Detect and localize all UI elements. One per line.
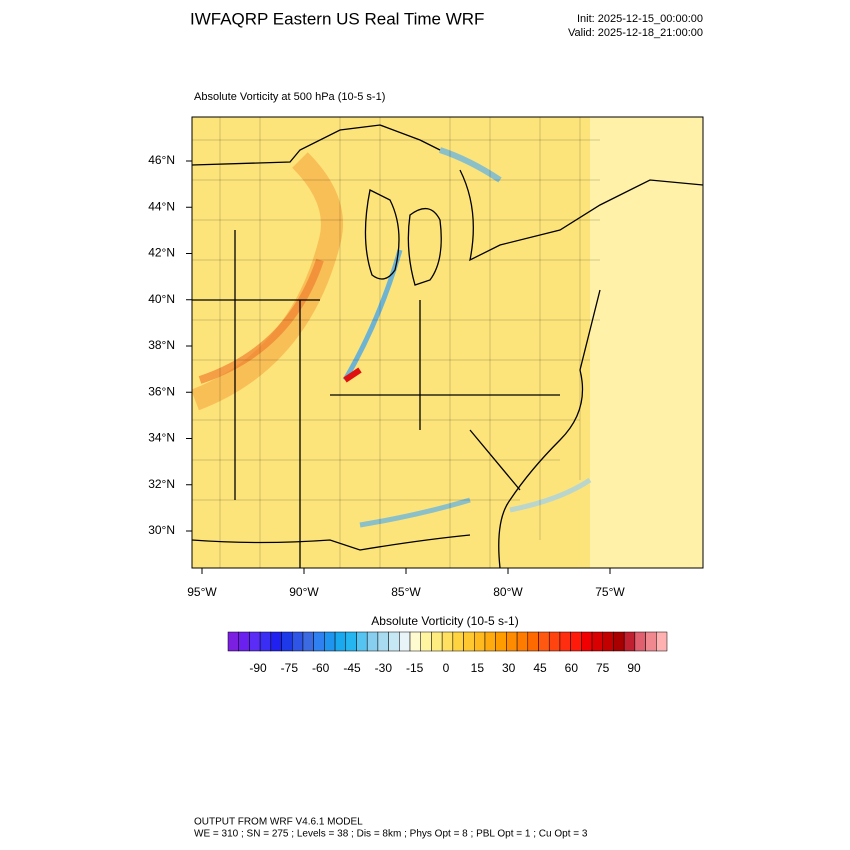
colorbar-swatch xyxy=(431,631,443,652)
vorticity-band xyxy=(342,249,403,382)
colorbar-swatch xyxy=(281,631,293,652)
lat-label: 32°N xyxy=(148,477,175,491)
title: IWFAQRP Eastern US Real Time WRF xyxy=(190,9,484,28)
colorbar-swatch xyxy=(291,631,304,652)
colorbar-swatch xyxy=(613,631,625,652)
colorbar-tick-label: 75 xyxy=(596,661,610,675)
ocean-field xyxy=(590,117,703,568)
colorbar-swatch xyxy=(570,631,582,652)
colorbar-swatch xyxy=(527,631,539,652)
colorbar-tick-label: 90 xyxy=(627,661,641,675)
lat-label: 36°N xyxy=(148,384,175,398)
lat-label: 40°N xyxy=(148,292,175,306)
colorbar-tick-label: -15 xyxy=(406,661,424,675)
colorbar-swatch xyxy=(623,631,636,652)
colorbar-swatch xyxy=(602,631,614,652)
vorticity-band xyxy=(439,147,502,183)
colorbar-swatch xyxy=(645,631,657,652)
lon-label: 95°W xyxy=(187,585,217,599)
colorbar-swatch xyxy=(591,631,604,652)
colorbar-swatch xyxy=(548,631,561,652)
colorbar-swatch xyxy=(227,631,239,652)
colorbar-tick-label: -60 xyxy=(312,661,330,675)
colorbar-swatch xyxy=(356,631,368,652)
lat-label: 44°N xyxy=(148,199,175,213)
map xyxy=(191,116,704,569)
lon-label: 80°W xyxy=(493,585,523,599)
colorbar-tick-label: -75 xyxy=(281,661,299,675)
colorbar-swatch xyxy=(463,631,475,652)
colorbar-swatch xyxy=(495,631,507,652)
colorbar-swatch xyxy=(452,631,464,652)
vorticity-max xyxy=(343,367,362,383)
colorbar-swatch xyxy=(634,631,646,652)
boundaries xyxy=(192,124,703,568)
colorbar-swatch xyxy=(484,631,496,652)
colorbar-swatch xyxy=(302,631,314,652)
lat-label: 42°N xyxy=(148,246,175,260)
colorbar-tick-label: 0 xyxy=(443,661,450,675)
colorbar-swatch xyxy=(388,631,400,652)
colorbar-tick-label: -30 xyxy=(375,661,393,675)
colorbar-swatch xyxy=(270,631,282,652)
map-frame xyxy=(191,116,704,569)
colorbar-swatch xyxy=(409,631,421,652)
colorbar-swatch xyxy=(345,631,357,652)
colorbar-swatch xyxy=(249,631,261,652)
colorbar-swatch xyxy=(559,631,571,652)
colorbar-swatch xyxy=(506,631,518,652)
colorbar-tick-label: -90 xyxy=(249,661,267,675)
vorticity-band xyxy=(359,497,471,528)
valid-time: Valid: 2025-12-18_21:00:00 xyxy=(568,27,703,39)
init-time: Init: 2025-12-15_00:00:00 xyxy=(577,13,703,25)
colorbar-swatch xyxy=(238,631,250,652)
colorbar-swatch xyxy=(259,631,272,652)
footer-line: OUTPUT FROM WRF V4.6.1 MODEL xyxy=(194,817,363,828)
lat-label: 34°N xyxy=(148,431,175,445)
lat-label: 30°N xyxy=(148,523,175,537)
colorbar-swatch xyxy=(366,631,379,652)
colorbar-swatch xyxy=(399,631,411,652)
lat-label: 46°N xyxy=(148,153,175,167)
vorticity-band xyxy=(198,258,324,384)
footer-line: WE = 310 ; SN = 275 ; Levels = 38 ; Dis … xyxy=(194,829,588,840)
colorbar-swatch xyxy=(538,631,550,652)
colorbar-swatch xyxy=(581,631,593,652)
colorbar-title: Absolute Vorticity (10-5 s-1) xyxy=(371,614,518,628)
colorbar-swatch xyxy=(516,631,529,652)
colorbar-tick-label: 45 xyxy=(533,661,547,675)
colorbar-swatch xyxy=(324,631,336,652)
lon-label: 85°W xyxy=(391,585,421,599)
colorbar-swatch xyxy=(377,631,389,652)
colorbar-tick-label: 15 xyxy=(471,661,485,675)
lon-label: 90°W xyxy=(289,585,319,599)
vorticity-band xyxy=(192,152,343,411)
colorbar-swatch xyxy=(420,631,432,652)
colorbar-tick-label: 30 xyxy=(502,661,516,675)
colorbar-tick-label: -45 xyxy=(343,661,361,675)
colorbar-swatch xyxy=(656,631,668,652)
lon-label: 75°W xyxy=(595,585,625,599)
county-grid xyxy=(192,117,600,568)
vorticity-band xyxy=(509,477,592,513)
colorbar-swatch xyxy=(441,631,454,652)
subtitle: Absolute Vorticity at 500 hPa (10-5 s-1) xyxy=(194,91,385,103)
colorbar-swatch xyxy=(334,631,347,652)
lat-label: 38°N xyxy=(148,338,175,352)
colorbar-swatch xyxy=(313,631,325,652)
colorbar-swatch xyxy=(474,631,486,652)
colorbar-tick-label: 60 xyxy=(565,661,579,675)
